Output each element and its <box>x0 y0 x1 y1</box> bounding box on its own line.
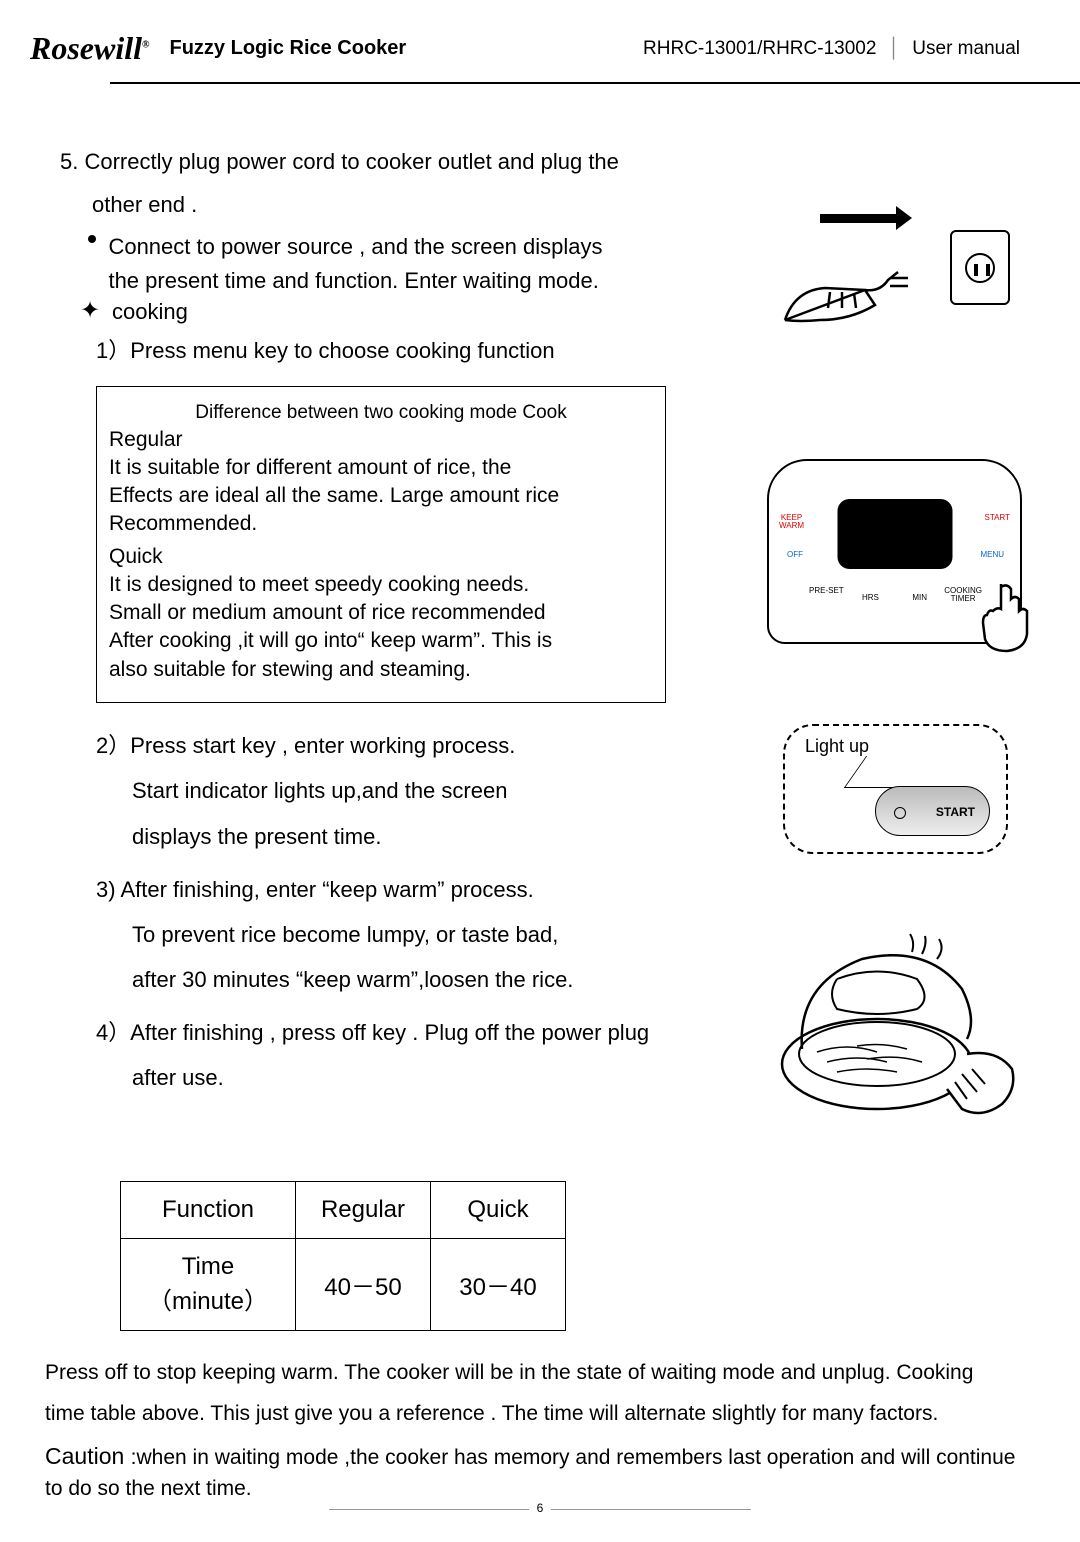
quick-text-4: also suitable for stewing and steaming. <box>109 656 653 684</box>
th-function: Function <box>121 1181 296 1238</box>
btn-cooking-timer: COOKING TIMER <box>944 587 982 603</box>
figure-open-cooker <box>767 924 1022 1134</box>
btn-keep-warm: KEEP WARM <box>779 514 804 530</box>
page-footer: 6 <box>0 1499 1080 1517</box>
cooking-mode-box: Difference between two cooking mode Cook… <box>96 386 666 703</box>
regular-text-1: It is suitable for different amount of r… <box>109 454 653 482</box>
cooking-heading-text: cooking <box>112 299 188 325</box>
caution-text: :when in waiting mode ,the cooker has me… <box>45 1446 1015 1501</box>
td-quick-time: 30－40 <box>431 1238 566 1330</box>
model-number: RHRC-13001/RHRC-13002 <box>643 38 876 60</box>
cooker-icon <box>767 924 1022 1134</box>
step-5-bullet-text: Connect to power source , and the screen… <box>108 230 608 298</box>
th-regular: Regular <box>296 1181 431 1238</box>
figure-control-panel: KEEP WARM START OFF MENU PRE-SET COOKING… <box>767 459 1022 644</box>
bullet-icon <box>88 235 96 243</box>
page-content: 5. Correctly plug power cord to cooker o… <box>0 84 1080 1505</box>
btn-min: MIN <box>912 594 927 602</box>
box-title: Difference between two cooking mode Cook <box>109 402 653 424</box>
th-quick: Quick <box>431 1181 566 1238</box>
quick-label: Quick <box>109 545 653 569</box>
regular-label: Regular <box>109 428 653 452</box>
step-5-num: 5. <box>60 149 78 174</box>
bottom-para-2: time table above. This just give you a r… <box>45 1397 1025 1431</box>
regular-text-2: Effects are ideal all the same. Large am… <box>109 482 653 510</box>
quick-text-3: After cooking ,it will go into“ keep war… <box>109 627 653 655</box>
quick-text-2: Small or medium amount of rice recommend… <box>109 599 653 627</box>
product-title: Fuzzy Logic Rice Cooker <box>170 37 407 60</box>
brand-logo: Rosewill® <box>30 30 150 67</box>
hand-press-icon <box>979 579 1034 654</box>
btn-off: OFF <box>787 551 803 559</box>
time-table: Function Regular Quick Time（minute） 40－5… <box>120 1181 566 1331</box>
lightup-label: Light up <box>805 736 869 757</box>
start-button-graphic: START <box>875 786 990 836</box>
td-time-label: Time（minute） <box>121 1238 296 1330</box>
header-divider: │ <box>888 38 900 60</box>
figure-start-light: Light up START <box>783 724 1008 854</box>
step-5-text: Correctly plug power cord to cooker outl… <box>84 149 618 174</box>
figure-plug-outlet <box>780 212 1010 342</box>
table-row: Time（minute） 40－50 30－40 <box>121 1238 566 1330</box>
caution-label: Caution <box>45 1443 131 1469</box>
btn-start: START <box>985 514 1010 522</box>
step-5: 5. Correctly plug power cord to cooker o… <box>60 144 1025 179</box>
cooking-step-3: 3) After finishing, enter “keep warm” pr… <box>96 872 1025 907</box>
outlet-icon <box>950 230 1010 305</box>
start-label: START <box>936 805 975 819</box>
table-header-row: Function Regular Quick <box>121 1181 566 1238</box>
bottom-para-1: Press off to stop keeping warm. The cook… <box>45 1356 1025 1390</box>
caution-para: Caution :when in waiting mode ,the cooke… <box>45 1439 1025 1505</box>
btn-hrs: HRS <box>862 594 879 602</box>
td-regular-time: 40－50 <box>296 1238 431 1330</box>
regular-text-3: Recommended. <box>109 510 653 538</box>
header-left: Rosewill® Fuzzy Logic Rice Cooker <box>30 30 406 67</box>
doc-type: User manual <box>912 38 1020 60</box>
page-header: Rosewill® Fuzzy Logic Rice Cooker RHRC-1… <box>0 0 1080 82</box>
page-number: 6 <box>321 1501 760 1515</box>
btn-preset: PRE-SET <box>809 587 844 595</box>
btn-menu: MENU <box>980 551 1004 559</box>
quick-text-1: It is designed to meet speedy cooking ne… <box>109 571 653 599</box>
brand-text: Rosewill <box>30 30 142 66</box>
hand-plug-icon <box>780 250 920 335</box>
panel-screen <box>837 499 952 569</box>
arrow-icon <box>820 212 910 224</box>
header-right: RHRC-13001/RHRC-13002 │ User manual <box>643 38 1020 60</box>
